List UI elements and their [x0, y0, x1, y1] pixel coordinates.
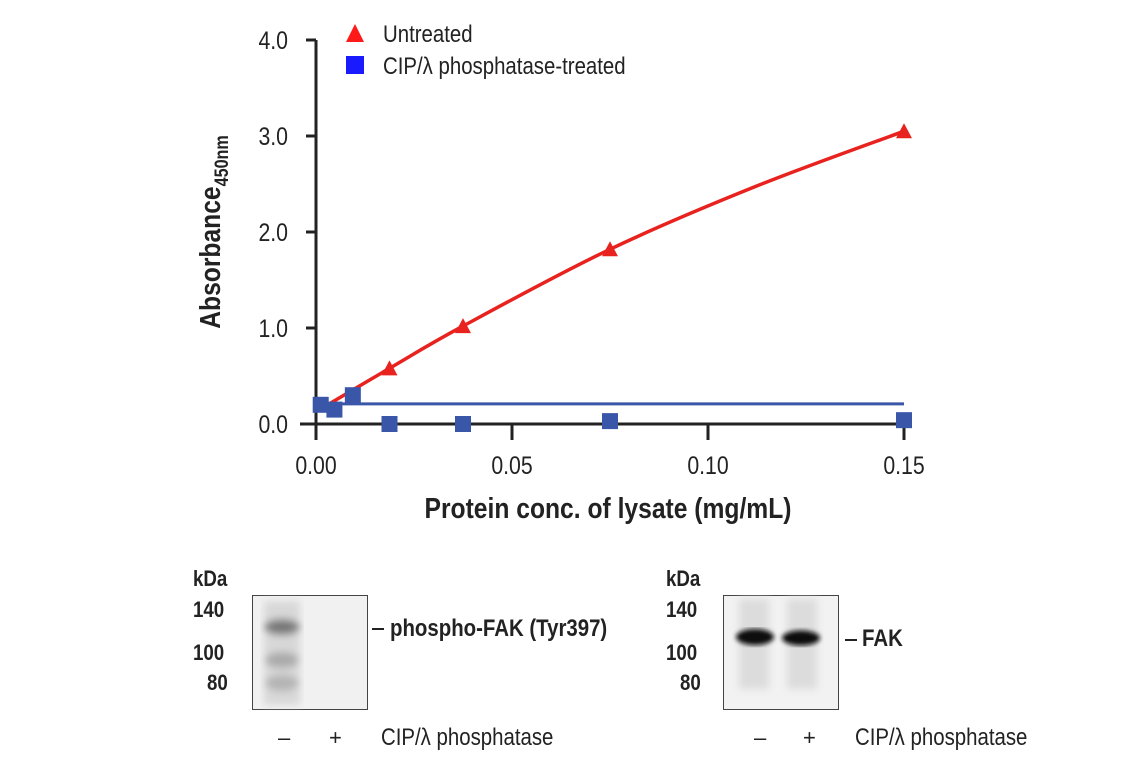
marker-80: 80	[207, 670, 228, 695]
treated-data-point	[326, 401, 343, 418]
untreated-data-point	[602, 241, 618, 257]
y-tick-label: 1.0	[258, 314, 288, 342]
marker-100: 100	[666, 640, 698, 665]
x-tick-label: 0.00	[295, 451, 336, 479]
blot-phospho-fak: kDa 140 100 80 phospho-FAK (Tyr397) – + …	[185, 560, 655, 760]
x-tick-label: 0.15	[883, 451, 924, 479]
blot-membrane	[723, 595, 839, 710]
treated-data-point	[455, 416, 471, 432]
ticks: 0.0 1.0 2.0 3.0 4.0 0.00 0.05 0.10 0.15	[258, 26, 924, 479]
x-tick-label: 0.10	[687, 451, 728, 479]
lane-minus: –	[278, 725, 291, 750]
marker-140: 140	[666, 597, 698, 622]
y-axis-label-subscript: 450nm	[211, 135, 233, 186]
x-tick-label: 0.05	[491, 451, 532, 479]
lane-minus: –	[754, 725, 767, 750]
kda-label: kDa	[193, 566, 228, 591]
y-tick-label: 2.0	[258, 218, 288, 246]
legend-marker-treated	[346, 56, 364, 74]
band-label: phospho-FAK (Tyr397)	[390, 615, 608, 642]
lane-plus: +	[803, 725, 816, 750]
y-tick-label: 0.0	[258, 410, 288, 438]
y-axis-label-main: Absorbance	[194, 186, 226, 328]
y-tick-label: 4.0	[258, 26, 288, 54]
band-tick	[845, 639, 857, 641]
marker-140: 140	[193, 597, 225, 622]
untreated-data-point	[455, 318, 471, 334]
legend-label-treated: CIP/λ phosphatase-treated	[383, 52, 626, 79]
marker-100: 100	[193, 640, 225, 665]
treated-data-point	[312, 396, 329, 413]
band-tick	[372, 628, 384, 630]
marker-80: 80	[680, 670, 701, 695]
blot-membrane	[252, 595, 368, 710]
absorbance-chart: 0.0 1.0 2.0 3.0 4.0 0.00 0.05 0.10 0.15 Protein …	[194, 20, 925, 524]
untreated-fit-curve	[326, 129, 905, 407]
blot-fak: kDa 140 100 80 FAK – + CIP/λ phosphatase	[660, 560, 1080, 760]
svg-text:Absorbance450nm: Absorbance450nm	[194, 135, 232, 329]
legend-label-untreated: Untreated	[383, 20, 473, 47]
treated-data-point	[344, 387, 361, 404]
lane-caption: CIP/λ phosphatase	[381, 724, 554, 751]
axes	[300, 38, 912, 440]
treated-data-point	[381, 416, 398, 432]
y-axis-label: Absorbance450nm	[194, 135, 232, 329]
treated-data-point	[896, 412, 912, 429]
band-label: FAK	[862, 625, 903, 652]
x-axis-label: Protein conc. of lysate (mg/mL)	[425, 492, 792, 524]
lane-plus: +	[329, 725, 342, 750]
legend-marker-untreated	[346, 24, 364, 42]
untreated-data-point	[381, 360, 398, 376]
legend: Untreated CIP/λ phosphatase-treated	[346, 20, 626, 79]
series-layer	[312, 123, 912, 432]
y-tick-label: 3.0	[258, 122, 288, 150]
lane-caption: CIP/λ phosphatase	[855, 724, 1028, 751]
kda-label: kDa	[666, 566, 701, 591]
untreated-data-point	[896, 123, 912, 139]
treated-data-point	[602, 413, 618, 430]
